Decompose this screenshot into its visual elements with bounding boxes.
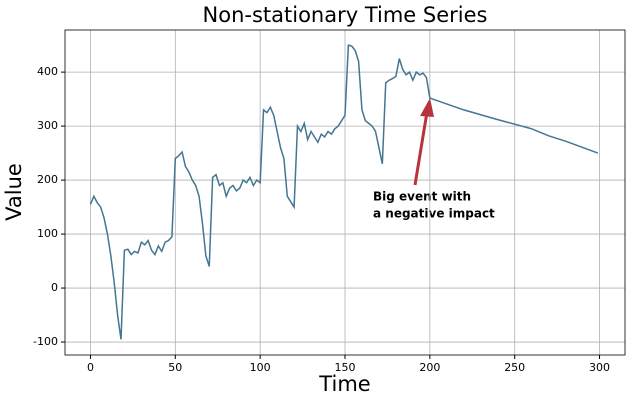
y-axis-label: Value <box>2 163 26 221</box>
x-axis-label: Time <box>318 372 370 396</box>
x-tick-label: 150 <box>335 361 356 374</box>
y-tick-label: 200 <box>37 173 58 186</box>
arrow-shaft <box>413 111 429 186</box>
x-tick-label: 200 <box>419 361 440 374</box>
line <box>89 44 599 340</box>
x-tick-label: 50 <box>168 361 182 374</box>
plot-frame <box>64 29 626 356</box>
chart-title: Non-stationary Time Series <box>203 3 488 27</box>
x-tick-label: 0 <box>87 361 94 374</box>
x-tick-label: 250 <box>504 361 525 374</box>
y-tick-label: 400 <box>37 65 58 78</box>
annotation: a negative impact <box>373 207 495 221</box>
y-tick-label: 100 <box>37 227 58 240</box>
arrow-head <box>420 98 434 117</box>
y-tick-label: 300 <box>37 119 58 132</box>
y-tick-label: 0 <box>51 281 58 294</box>
annotation: Big event with <box>373 190 471 204</box>
x-tick-label: 300 <box>589 361 610 374</box>
x-tick-label: 100 <box>250 361 271 374</box>
y-tick-label: -100 <box>33 335 58 348</box>
